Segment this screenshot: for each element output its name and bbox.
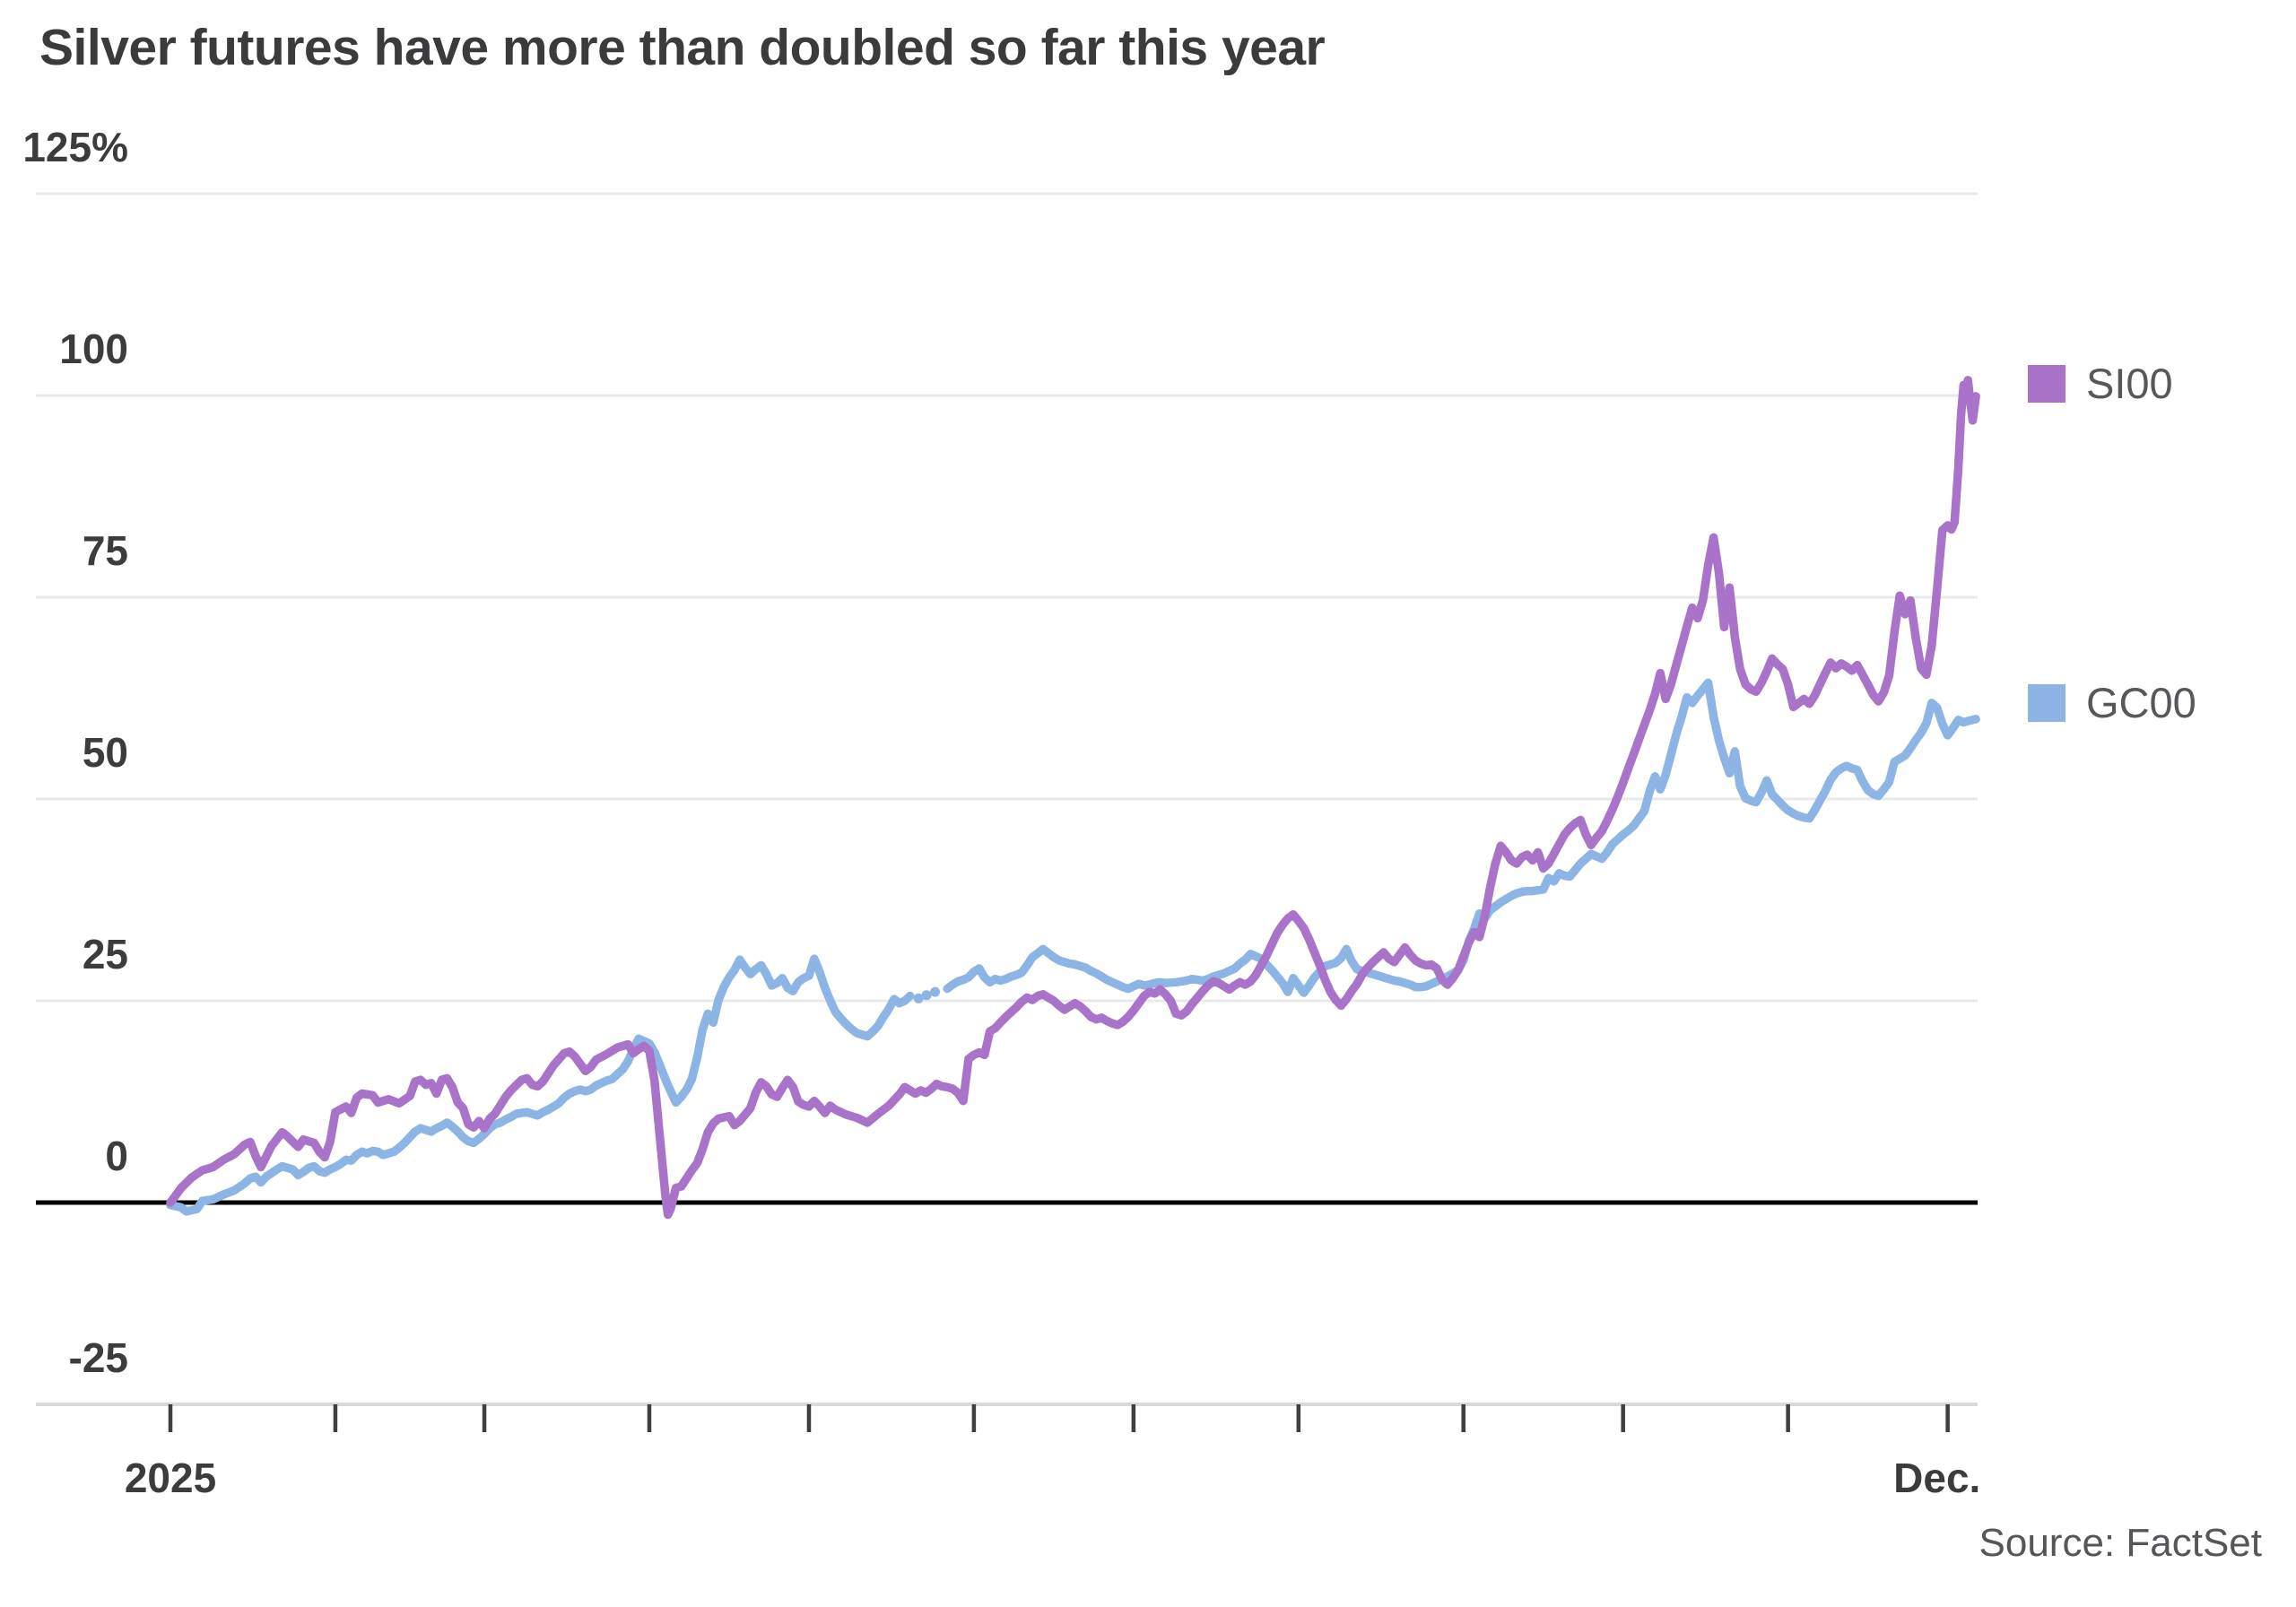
legend-item-gc00: GC00 — [2028, 679, 2196, 726]
svg-text:Dec.: Dec. — [1893, 1455, 1980, 1501]
gc00-legend-label: GC00 — [2086, 679, 2196, 726]
gc00-legend-swatch-icon — [2028, 684, 2066, 722]
svg-text:-25: -25 — [69, 1334, 128, 1381]
source-credit: Source: FactSet — [1979, 1521, 2262, 1565]
legend-item-si00: SI00 — [2028, 360, 2173, 407]
svg-text:25: 25 — [83, 931, 128, 977]
chart-title: Silver futures have more than doubled so… — [39, 19, 1326, 76]
svg-text:50: 50 — [83, 729, 128, 776]
svg-text:100: 100 — [59, 326, 128, 372]
si00-legend-swatch-icon — [2028, 365, 2066, 403]
si00-legend-label: SI00 — [2086, 360, 2173, 407]
svg-text:75: 75 — [83, 527, 128, 574]
svg-text:2025: 2025 — [125, 1455, 216, 1501]
svg-text:125%: 125% — [22, 124, 128, 170]
svg-text:0: 0 — [105, 1133, 128, 1179]
